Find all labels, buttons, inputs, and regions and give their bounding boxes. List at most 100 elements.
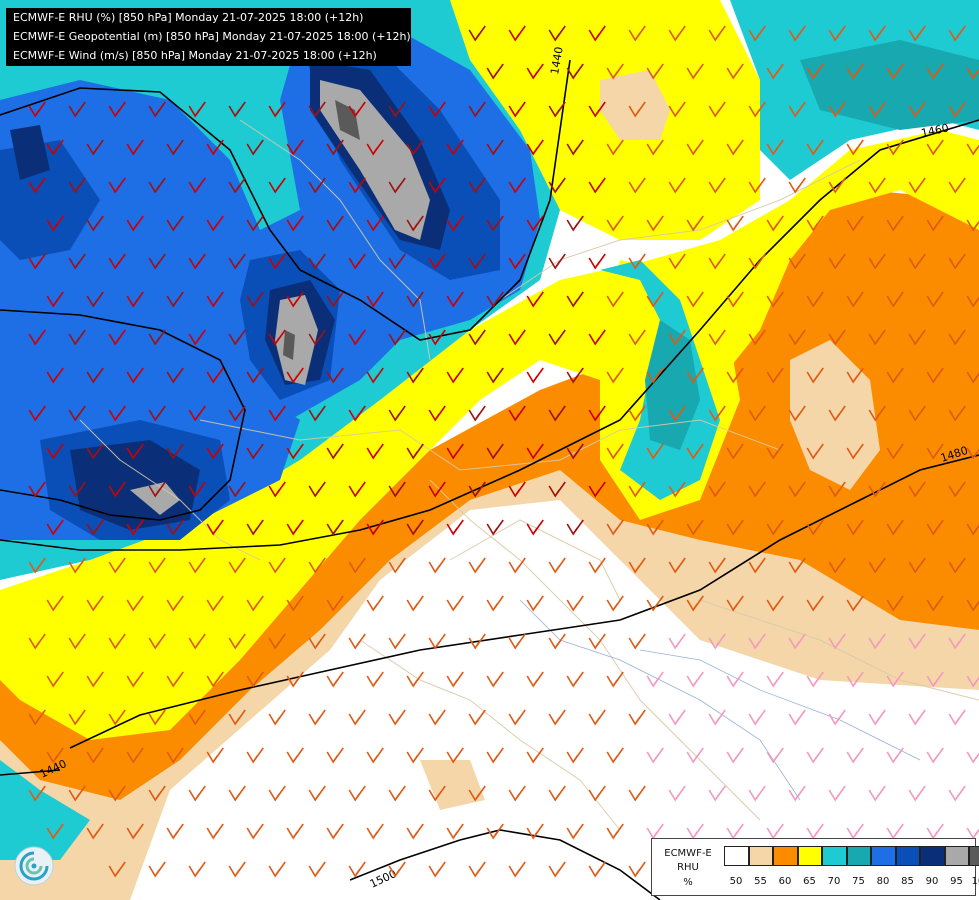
- wind-barb: [646, 291, 664, 308]
- wind-barb: [886, 63, 904, 80]
- wind-barb: [926, 519, 944, 536]
- wind-barb: [908, 25, 926, 42]
- wind-barb: [748, 557, 766, 574]
- wind-barb: [886, 747, 904, 764]
- wind-barb: [86, 215, 104, 232]
- wind-barb: [388, 253, 406, 270]
- wind-barb: [668, 253, 686, 270]
- wind-barb: [588, 557, 606, 574]
- wind-barb: [308, 329, 326, 346]
- wind-barb: [686, 367, 704, 384]
- wind-barb: [188, 861, 206, 878]
- wind-barb: [966, 523, 979, 536]
- wind-barb: [686, 291, 704, 308]
- wind-barb: [646, 215, 664, 232]
- wind-barb: [126, 139, 144, 156]
- wind-barb: [28, 633, 46, 650]
- wind-barb: [566, 63, 584, 80]
- wind-barb: [748, 709, 766, 726]
- wind-barb: [526, 671, 544, 688]
- wind-barb: [806, 139, 824, 156]
- wind-barb: [908, 101, 926, 118]
- wind-barb: [926, 671, 944, 688]
- wind-barb: [726, 747, 744, 764]
- wind-barb: [268, 785, 286, 802]
- wind-barb: [46, 367, 64, 384]
- legend-tick: 55: [754, 876, 767, 887]
- wind-barb: [268, 861, 286, 878]
- wind-barb: [388, 405, 406, 422]
- wind-barb: [828, 405, 846, 422]
- wind-barb: [446, 747, 464, 764]
- wind-barb: [28, 329, 46, 346]
- wind-barb: [228, 253, 246, 270]
- wind-barb: [548, 329, 566, 346]
- wind-barb: [508, 861, 526, 878]
- wind-barb: [966, 599, 979, 612]
- wind-barb: [388, 101, 406, 118]
- wind-barb: [766, 671, 784, 688]
- wind-barb: [268, 633, 286, 650]
- wind-barb: [806, 63, 824, 80]
- wind-barb: [148, 253, 166, 270]
- wind-barb: [588, 405, 606, 422]
- wind-barb: [668, 785, 686, 802]
- wind-barb: [646, 63, 664, 80]
- wind-barb: [228, 101, 246, 118]
- wind-barb: [508, 405, 526, 422]
- wind-barb: [868, 557, 886, 574]
- wind-barb: [508, 101, 526, 118]
- wind-barb: [908, 329, 926, 346]
- wind-barb: [486, 215, 504, 232]
- wind-barb: [566, 215, 584, 232]
- wind-barb: [308, 861, 326, 878]
- wind-barb: [868, 253, 886, 270]
- legend-swatch: [969, 846, 979, 866]
- swirl-logo-icon: [14, 846, 54, 886]
- wind-barb: [148, 709, 166, 726]
- wind-barb: [326, 823, 344, 840]
- wind-barb: [606, 823, 624, 840]
- wind-barb: [828, 253, 846, 270]
- wind-barb: [68, 329, 86, 346]
- wind-barb: [628, 101, 646, 118]
- wind-barb: [446, 671, 464, 688]
- wind-barb: [708, 253, 726, 270]
- wind-barb: [486, 823, 504, 840]
- wind-barb: [188, 177, 206, 194]
- wind-barb: [806, 215, 824, 232]
- wind-barb: [566, 747, 584, 764]
- wind-barb: [948, 709, 966, 726]
- wind-barb: [246, 747, 264, 764]
- wind-barb: [708, 101, 726, 118]
- wind-barb: [566, 291, 584, 308]
- wind-barb: [726, 443, 744, 460]
- wind-barb: [726, 519, 744, 536]
- wind-barb: [206, 747, 224, 764]
- wind-barb: [486, 139, 504, 156]
- wind-barb: [468, 329, 486, 346]
- wind-barb: [646, 443, 664, 460]
- legend-swatch: [748, 846, 773, 866]
- wind-barb: [348, 481, 366, 498]
- wind-barb: [126, 671, 144, 688]
- wind-barb: [188, 481, 206, 498]
- wind-barb: [788, 709, 806, 726]
- wind-barb: [148, 329, 166, 346]
- wind-barb: [766, 63, 784, 80]
- wind-barb: [348, 785, 366, 802]
- wind-barb: [348, 253, 366, 270]
- wind-barb: [108, 481, 126, 498]
- wind-barb: [526, 595, 544, 612]
- wind-barb: [286, 747, 304, 764]
- wind-barb: [228, 177, 246, 194]
- wind-barb: [228, 709, 246, 726]
- wind-barb: [148, 557, 166, 574]
- wind-barb: [388, 785, 406, 802]
- wind-barb: [28, 101, 46, 118]
- wind-barb: [348, 557, 366, 574]
- legend-variable: RHU: [677, 862, 699, 873]
- wind-barb: [406, 139, 424, 156]
- wind-barb: [588, 785, 606, 802]
